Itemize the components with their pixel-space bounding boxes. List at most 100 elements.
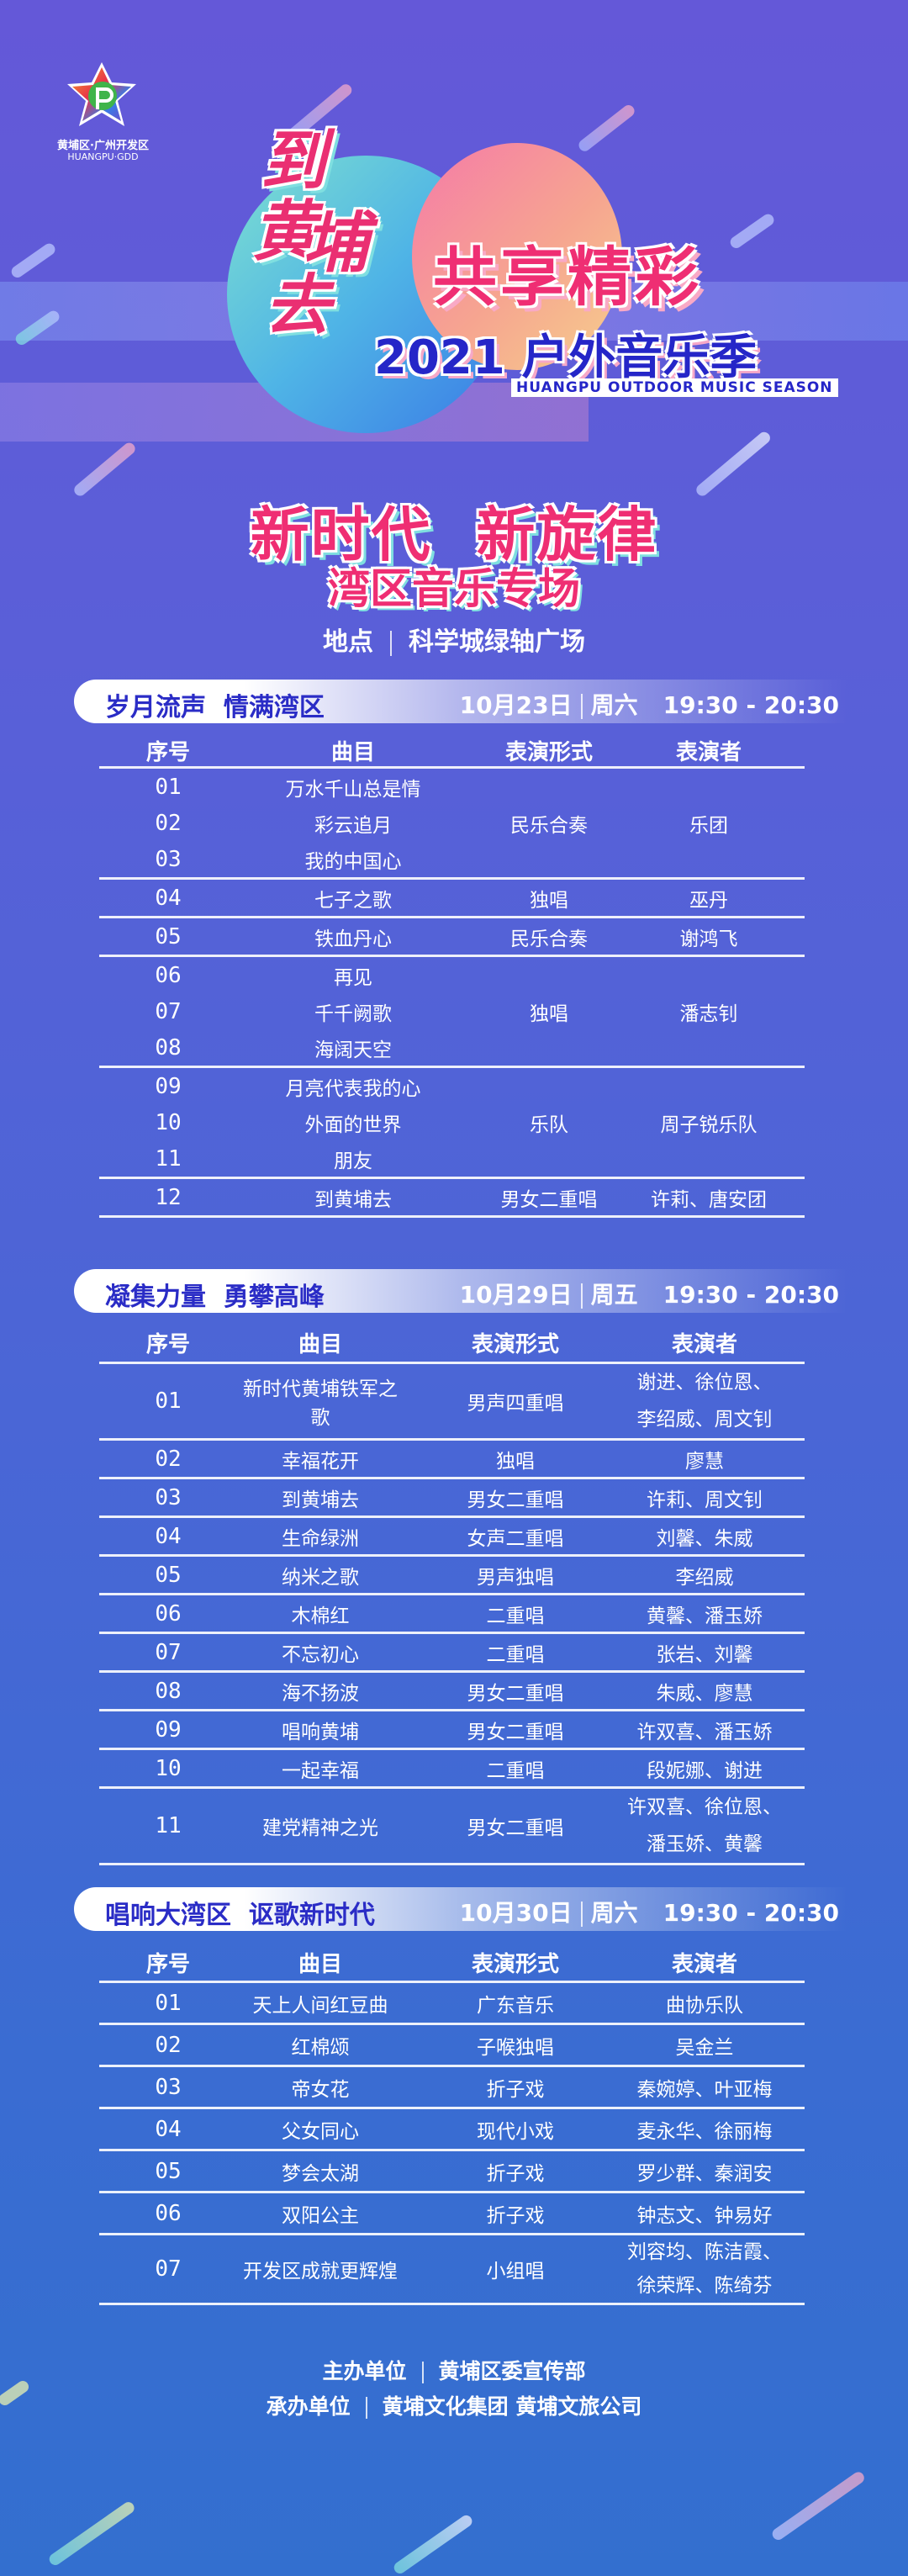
footer-organizer: 承办单位 黄埔文化集团 黄埔文旅公司	[0, 2390, 908, 2420]
performance-form: 男女二重唱	[467, 1489, 564, 1511]
song-title: 再见	[334, 966, 372, 989]
performance-form: 男女二重唱	[500, 1188, 598, 1211]
performance-form: 独唱	[530, 1002, 568, 1025]
section-title: 唱响大湾区 讴歌新时代	[105, 1901, 375, 1930]
cell-form: 男女二重唱	[404, 1789, 627, 1863]
song-title: 新时代黄埔铁军之歌	[243, 1378, 398, 1429]
table-row: 07 不忘初心 二重唱 张岩、刘馨	[99, 1634, 805, 1673]
song-number: 07	[155, 2256, 182, 2282]
performer: 谢鸿飞	[679, 928, 738, 950]
cell-title: 再见 千千阙歌 海阔天空	[237, 957, 469, 1066]
cell-number: 09 10 11	[99, 1068, 237, 1177]
cell-performer: 许莉、周文钊	[627, 1479, 782, 1515]
table-header: 序号 曲目 表演形式 表演者	[99, 735, 805, 769]
program-table: 序号 曲目 表演形式 表演者 01 天上人间红豆曲 广东音乐 曲协乐队 02 红棉颂 子喉独唱 吴金兰…	[99, 1944, 805, 2305]
performance-form: 小组唱	[486, 2261, 545, 2282]
song-title: 父女同心	[282, 2120, 359, 2143]
cell-title: 到黄埔去	[237, 1179, 469, 1215]
song-number: 06	[155, 962, 182, 988]
cell-form: 男女二重唱	[404, 1479, 627, 1515]
cell-number: 04	[99, 1518, 237, 1554]
song-title: 天上人间红豆曲	[252, 1994, 388, 2017]
cell-performer: 潘志钊	[629, 957, 789, 1066]
cell-number: 06 07 08	[99, 957, 237, 1066]
hero-english: HUANGPU OUTDOOR MUSIC SEASON	[511, 378, 838, 397]
cell-title: 纳米之歌	[237, 1557, 404, 1593]
cell-title: 帝女花	[237, 2067, 404, 2107]
song-title: 千千阙歌	[314, 1002, 392, 1025]
host-value: 黄埔区委宣传部	[438, 2359, 586, 2383]
calligraphy-char: 去	[265, 267, 331, 344]
cell-title: 开发区成就更辉煌	[237, 2235, 404, 2303]
section-schedule: 10月23日 周六 19:30 - 20:30	[460, 687, 839, 721]
performance-form: 独唱	[496, 1450, 535, 1473]
column-header: 序号	[145, 1332, 190, 1357]
performer: 李绍威	[675, 1566, 734, 1589]
cell-form: 男女二重唱	[404, 1673, 627, 1709]
cell-performer: 谢鸿飞	[629, 918, 789, 955]
performer: 吴金兰	[675, 2036, 734, 2059]
performance-form: 女声二重唱	[467, 1527, 564, 1550]
cell-form: 男女二重唱	[469, 1179, 629, 1215]
performance-form: 男声独唱	[477, 1566, 554, 1589]
cell-title: 万水千山总是情 彩云追月 我的中国心	[237, 769, 469, 877]
song-number: 03	[155, 1484, 182, 1510]
performance-form: 男声四重唱	[467, 1393, 564, 1415]
song-title: 唱响黄埔	[282, 1721, 359, 1743]
song-number: 08	[155, 1034, 182, 1061]
song-title: 帝女花	[291, 2078, 350, 2101]
cell-title: 双阳公主	[237, 2193, 404, 2233]
section-header: 凝集力量 勇攀高峰 10月29日 周五 19:30 - 20:30	[74, 1269, 847, 1313]
cell-number: 08	[99, 1673, 237, 1709]
cell-number: 03	[99, 2067, 237, 2107]
table-row: 03 帝女花 折子戏 秦婉婷、叶亚梅	[99, 2067, 805, 2109]
table-row: 05 铁血丹心 民乐合奏 谢鸿飞	[99, 918, 805, 957]
theme-line2: 湾区音乐专场	[328, 564, 580, 613]
cell-title: 梦会太湖	[237, 2151, 404, 2191]
column-header: 表演者	[671, 1332, 737, 1357]
cell-performer: 段妮娜、谢进	[627, 1750, 782, 1786]
section-date: 10月30日	[459, 1899, 573, 1927]
song-number: 11	[155, 1145, 182, 1172]
song-title: 木棉红	[291, 1605, 350, 1627]
calligraphy-title: 到 黄 埔 去	[252, 126, 370, 412]
song-title: 幸福花开	[282, 1450, 359, 1473]
divider	[421, 2362, 424, 2383]
cell-number: 06	[99, 2193, 237, 2233]
cell-title: 唱响黄埔	[237, 1711, 404, 1748]
cell-title: 到黄埔去	[237, 1479, 404, 1515]
performance-form: 民乐合奏	[510, 814, 588, 837]
section-header: 岁月流声 情满湾区 10月23日 周六 19:30 - 20:30	[74, 680, 847, 723]
table-row: 01 02 03 万水千山总是情 彩云追月 我的中国心 民乐合奏 乐团	[99, 769, 805, 880]
section-weekday: 周五	[590, 1281, 638, 1309]
cell-form: 独唱	[469, 957, 629, 1066]
song-title: 海不扬波	[282, 1682, 359, 1705]
performer: 许莉、周文钊	[647, 1489, 763, 1511]
performance-form: 乐队	[530, 1113, 568, 1136]
program-table: 序号 曲目 表演形式 表演者 01 新时代黄埔铁军之歌 男声四重唱 谢进、徐位恩、 李绍威、周文…	[99, 1324, 805, 1865]
performer: 麦永华、徐丽梅	[636, 2120, 773, 2143]
song-number: 12	[155, 1184, 182, 1210]
cell-number: 05	[99, 1557, 237, 1593]
table-row: 04 生命绿洲 女声二重唱 刘馨、朱威	[99, 1518, 805, 1557]
cell-performer: 曲协乐队	[627, 1983, 782, 2023]
performer: 秦婉婷、叶亚梅	[636, 2078, 773, 2101]
song-title: 朋友	[334, 1150, 372, 1172]
performance-form: 子喉独唱	[477, 2036, 554, 2059]
song-number: 11	[155, 1813, 182, 1838]
performance-form: 现代小戏	[477, 2120, 554, 2143]
performance-form: 男女二重唱	[467, 1682, 564, 1705]
cell-performer: 张岩、刘馨	[627, 1634, 782, 1670]
cell-performer: 刘容均、陈洁霞、 徐荣辉、陈绮芬	[627, 2235, 782, 2303]
performer: 廖慧	[685, 1450, 724, 1473]
song-number: 03	[155, 846, 182, 872]
divider	[580, 1283, 583, 1309]
song-number: 05	[155, 1562, 182, 1588]
table-row: 01 新时代黄埔铁军之歌 男声四重唱 谢进、徐位恩、 李绍威、周文钊	[99, 1364, 805, 1441]
cell-form: 男声四重唱	[404, 1364, 627, 1438]
song-title: 梦会太湖	[282, 2162, 359, 2185]
divider	[390, 630, 392, 656]
decor-stick	[391, 2513, 475, 2576]
song-title: 红棉颂	[291, 2036, 350, 2059]
